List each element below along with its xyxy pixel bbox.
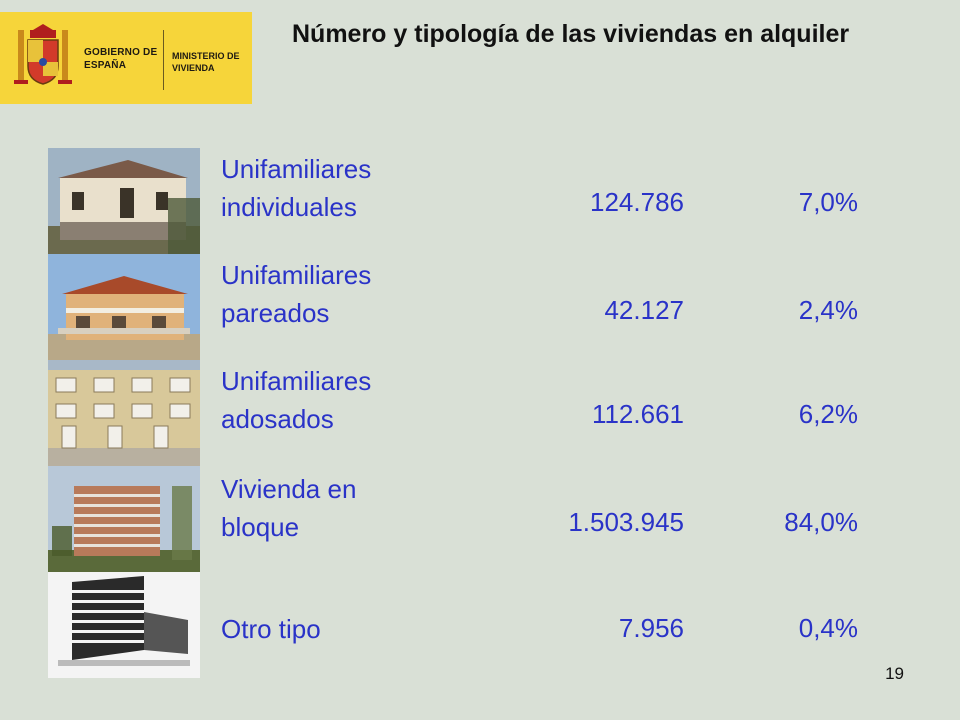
- coat-of-arms-icon: [14, 24, 72, 85]
- page-number: 19: [885, 664, 904, 683]
- row-percent: 0,4%: [798, 613, 858, 643]
- modern-building-sketch: [48, 572, 200, 678]
- table-row: Unifamiliares individuales 124.786 7,0%: [48, 148, 868, 254]
- row-percent: 6,2%: [798, 399, 858, 429]
- row-percent: 84,0%: [784, 507, 858, 537]
- row-percent: 7,0%: [798, 187, 858, 217]
- row-count: 42.127: [604, 295, 684, 325]
- row-label: Unifamiliares adosados: [221, 366, 372, 434]
- row-count: 112.661: [591, 399, 684, 429]
- apartment-block-photo: [48, 466, 200, 572]
- government-text: GOBIERNO DE ESPAÑA: [84, 47, 158, 71]
- row-percent: 2,4%: [798, 295, 858, 325]
- table-row: Otro tipo 7.956 0,4%: [48, 572, 868, 678]
- table-row: Unifamiliares adosados 112.661 6,2%: [48, 360, 868, 466]
- logo-divider: [163, 30, 164, 90]
- row-label: Unifamiliares individuales: [221, 154, 372, 222]
- terraced-house-photo: [48, 360, 200, 466]
- row-count: 1.503.945: [568, 507, 684, 537]
- detached-house-photo: [48, 148, 200, 254]
- row-label: Otro tipo: [221, 614, 321, 644]
- row-label: Unifamiliares pareados: [221, 260, 372, 328]
- semi-detached-house-photo: [48, 254, 200, 360]
- page-title: Número y tipología de las viviendas en a…: [292, 20, 850, 48]
- table-row: Vivienda en bloque 1.503.945 84,0%: [48, 466, 868, 572]
- row-count: 124.786: [590, 187, 684, 217]
- government-logo: GOBIERNO DE ESPAÑA MINISTERIO DE VIVIEND…: [0, 12, 252, 104]
- table-row: Unifamiliares pareados 42.127 2,4%: [48, 254, 868, 360]
- ministry-text: MINISTERIO DE VIVIENDA: [172, 51, 240, 73]
- row-label: Vivienda en bloque: [221, 474, 357, 542]
- row-count: 7.956: [618, 613, 684, 643]
